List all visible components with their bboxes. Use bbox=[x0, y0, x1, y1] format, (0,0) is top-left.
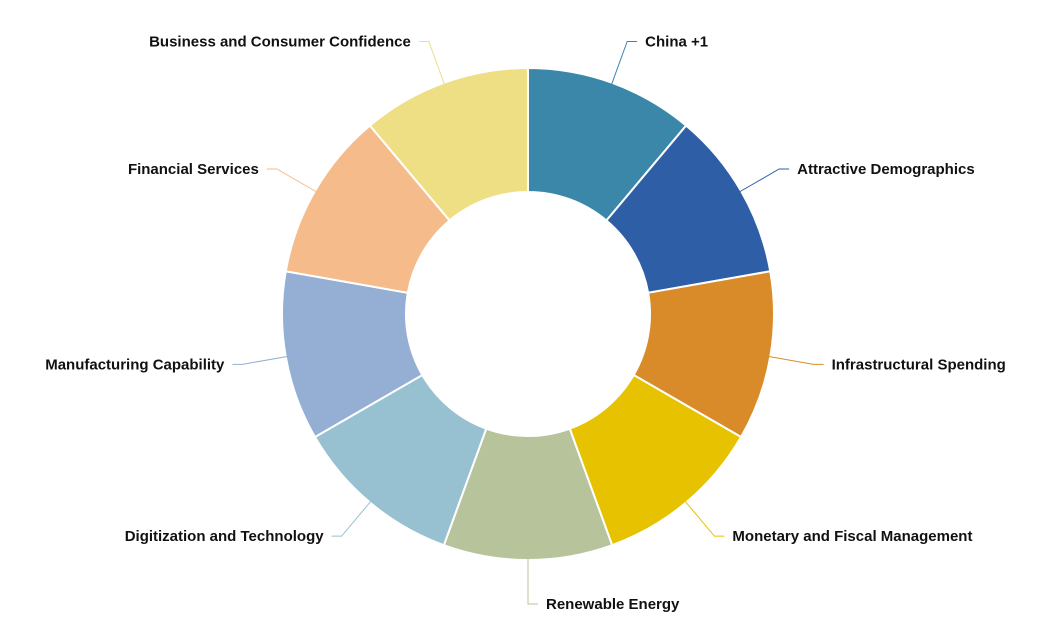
segment-label: Manufacturing Capability bbox=[45, 356, 225, 373]
segment-label: China +1 bbox=[645, 33, 708, 50]
segment-label: Attractive Demographics bbox=[797, 161, 975, 178]
leader-line bbox=[527, 557, 538, 605]
leader-line bbox=[767, 355, 824, 365]
leader-line bbox=[738, 168, 790, 193]
segment-label: Financial Services bbox=[128, 161, 259, 178]
leader-line bbox=[232, 355, 289, 365]
segment-label: Monetary and Fiscal Management bbox=[732, 528, 972, 545]
leader-line bbox=[683, 499, 725, 537]
segment-label: Renewable Energy bbox=[546, 596, 680, 613]
leader-line bbox=[610, 40, 638, 86]
segment-label: Business and Consumer Confidence bbox=[149, 33, 411, 50]
segment-label: Infrastructural Spending bbox=[832, 356, 1006, 373]
segment-label: Digitization and Technology bbox=[125, 528, 325, 545]
leader-line bbox=[418, 40, 446, 86]
leader-line bbox=[266, 168, 318, 193]
leader-line bbox=[331, 499, 373, 537]
donut-segment bbox=[368, 66, 529, 222]
